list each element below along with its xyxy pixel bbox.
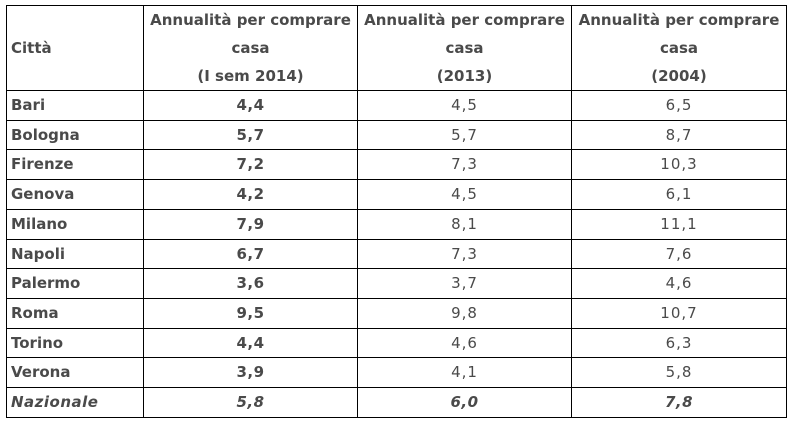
- header-col-2013: Annualità per comprare casa (2013): [357, 5, 572, 91]
- cell-2013: 5,7: [357, 119, 572, 151]
- cell-2014: 6,7: [143, 238, 358, 270]
- cell-2014: 3,9: [143, 357, 358, 389]
- header-col-2004: Annualità per comprare casa (2004): [571, 5, 787, 91]
- header-col-2014: Annualità per comprare casa (I sem 2014): [143, 5, 358, 91]
- table-row: Torino 4,4 4,6 6,3: [6, 327, 787, 359]
- housing-years-table: Città Annualità per comprare casa (I sem…: [6, 5, 787, 418]
- table-row: Genova 4,2 4,5 6,1: [6, 179, 787, 210]
- cell-city-total: Nazionale: [6, 387, 144, 418]
- cell-2013: 4,6: [357, 327, 572, 359]
- cell-2013: 7,3: [357, 149, 572, 181]
- header-row: Città Annualità per comprare casa (I sem…: [6, 5, 787, 91]
- cell-2013-total: 6,0: [357, 387, 572, 418]
- cell-2004: 10,3: [571, 149, 787, 181]
- cell-2004: 6,1: [571, 179, 787, 210]
- table-row: Firenze 7,2 7,3 10,3: [6, 149, 787, 181]
- cell-city: Napoli: [6, 238, 144, 270]
- table-row: Bologna 5,7 5,7 8,7: [6, 119, 787, 151]
- cell-2004: 4,6: [571, 268, 787, 299]
- table-row: Milano 7,9 8,1 11,1: [6, 208, 787, 240]
- cell-2014: 7,2: [143, 149, 358, 181]
- cell-2014: 9,5: [143, 297, 358, 329]
- header-col-2014-line1: Annualità per comprare: [150, 11, 351, 29]
- header-col-2013-line3: (2013): [436, 67, 493, 85]
- cell-city: Roma: [6, 297, 144, 329]
- cell-2004: 5,8: [571, 357, 787, 389]
- cell-2013: 9,8: [357, 297, 572, 329]
- cell-city: Palermo: [6, 268, 144, 299]
- total-row: Nazionale 5,8 6,0 7,8: [6, 387, 787, 418]
- cell-city: Verona: [6, 357, 144, 389]
- cell-2004: 8,7: [571, 119, 787, 151]
- cell-2014: 7,9: [143, 208, 358, 240]
- table-row: Palermo 3,6 3,7 4,6: [6, 268, 787, 299]
- table-row: Bari 4,4 4,5 6,5: [6, 90, 787, 121]
- cell-city: Torino: [6, 327, 144, 359]
- cell-2014: 5,7: [143, 119, 358, 151]
- cell-2013: 4,5: [357, 90, 572, 121]
- cell-2004: 6,5: [571, 90, 787, 121]
- table-row: Verona 3,9 4,1 5,8: [6, 357, 787, 389]
- header-col-2004-line3: (2004): [651, 67, 707, 85]
- header-col-2013-line1: Annualità per comprare: [364, 11, 565, 29]
- cell-2004: 7,6: [571, 238, 787, 270]
- cell-2004: 10,7: [571, 297, 787, 329]
- header-col-2014-line3: (I sem 2014): [197, 67, 304, 85]
- cell-city: Milano: [6, 208, 144, 240]
- header-col-2004-line1: Annualità per comprare: [578, 11, 780, 29]
- cell-2014: 4,2: [143, 179, 358, 210]
- table-container: Città Annualità per comprare casa (I sem…: [6, 5, 787, 418]
- table-row: Napoli 6,7 7,3 7,6: [6, 238, 787, 270]
- header-col-2013-line2: casa: [445, 39, 484, 57]
- cell-2014-total: 5,8: [143, 387, 358, 418]
- cell-city: Bologna: [6, 119, 144, 151]
- cell-2013: 4,5: [357, 179, 572, 210]
- cell-2014: 4,4: [143, 327, 358, 359]
- cell-2013: 3,7: [357, 268, 572, 299]
- cell-2004: 11,1: [571, 208, 787, 240]
- cell-2013: 4,1: [357, 357, 572, 389]
- cell-2014: 4,4: [143, 90, 358, 121]
- cell-2014: 3,6: [143, 268, 358, 299]
- header-col-2004-line2: casa: [659, 39, 699, 57]
- cell-2013: 7,3: [357, 238, 572, 270]
- header-col-2014-line2: casa: [231, 39, 270, 57]
- header-city: Città: [6, 5, 144, 91]
- cell-city: Firenze: [6, 149, 144, 181]
- cell-city: Bari: [6, 90, 144, 121]
- cell-city: Genova: [6, 179, 144, 210]
- cell-2013: 8,1: [357, 208, 572, 240]
- table-row: Roma 9,5 9,8 10,7: [6, 297, 787, 329]
- cell-2004-total: 7,8: [571, 387, 787, 418]
- cell-2004: 6,3: [571, 327, 787, 359]
